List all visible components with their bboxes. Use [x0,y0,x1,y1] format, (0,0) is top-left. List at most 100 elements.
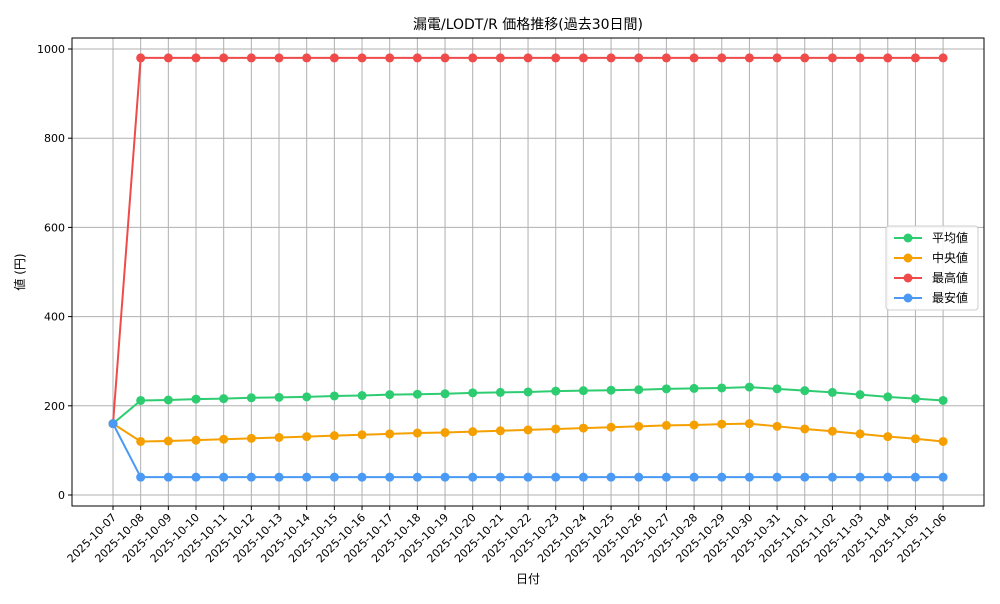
data-point [329,53,339,63]
data-point [910,472,920,482]
data-point [523,53,533,63]
data-point [938,436,948,446]
data-point [578,472,588,482]
data-point [938,472,948,482]
data-point [191,394,201,404]
data-point [136,395,146,405]
data-point [634,472,644,482]
data-point [274,53,284,63]
data-point [219,472,229,482]
data-point [800,424,810,434]
data-point [661,420,671,430]
data-point [191,472,201,482]
data-point [385,429,395,439]
data-point [329,391,339,401]
data-point [523,472,533,482]
data-point [800,472,810,482]
legend-label: 中央値 [932,250,968,265]
legend-marker-icon [903,233,913,243]
data-point [661,53,671,63]
data-point [855,472,865,482]
data-point [661,472,671,482]
series-layer [108,53,948,482]
data-point [551,53,561,63]
data-point [136,53,146,63]
data-point [357,430,367,440]
data-point [495,426,505,436]
y-tick-label: 600 [44,221,65,234]
data-point [827,53,837,63]
data-point [883,432,893,442]
data-point [634,53,644,63]
data-point [744,419,754,429]
data-point [744,382,754,392]
data-point [606,53,616,63]
series-最安値 [108,419,948,482]
data-point [219,434,229,444]
legend-label: 最安値 [932,290,968,305]
data-point [302,53,312,63]
data-point [246,433,256,443]
data-point [246,472,256,482]
data-point [440,389,450,399]
data-point [661,384,671,394]
data-point [578,53,588,63]
data-point [468,472,478,482]
legend-item: 平均値 [894,230,968,245]
data-point [385,53,395,63]
legend-label: 平均値 [932,230,968,245]
data-point [855,429,865,439]
y-axis-ticks: 0 200 400 600 800 1000 [37,43,72,502]
data-point [772,472,782,482]
data-point [551,386,561,396]
data-point [883,53,893,63]
data-point [910,53,920,63]
data-point [440,472,450,482]
data-point [302,392,312,402]
legend-marker-icon [903,273,913,283]
legend-item: 最安値 [894,290,968,305]
data-point [855,53,865,63]
y-tick-label: 400 [44,311,65,324]
data-point [578,423,588,433]
y-tick-label: 800 [44,132,65,145]
data-point [412,428,422,438]
legend-item: 最高値 [894,270,968,285]
data-point [717,419,727,429]
data-point [191,53,201,63]
data-point [827,472,837,482]
legend-label: 最高値 [932,270,968,285]
data-point [800,386,810,396]
data-point [468,388,478,398]
data-point [827,387,837,397]
data-point [551,472,561,482]
x-axis-ticks: 2025-10-072025-10-082025-10-092025-10-10… [65,506,949,565]
data-point [717,383,727,393]
data-point [302,432,312,442]
data-point [910,434,920,444]
legend-marker-icon [903,253,913,263]
data-point [551,424,561,434]
data-point [219,53,229,63]
data-point [136,436,146,446]
legend-item: 中央値 [894,250,968,265]
data-point [606,422,616,432]
legend-marker-icon [903,293,913,303]
data-point [302,472,312,482]
data-point [329,472,339,482]
data-point [938,53,948,63]
data-point [136,472,146,482]
data-point [440,53,450,63]
data-point [274,432,284,442]
data-point [772,421,782,431]
data-point [468,427,478,437]
data-point [523,425,533,435]
y-tick-label: 200 [44,400,65,413]
data-point [523,387,533,397]
data-point [108,419,118,429]
y-axis-label: 値 (円) [12,253,27,290]
data-point [800,53,810,63]
data-point [357,53,367,63]
data-point [883,392,893,402]
